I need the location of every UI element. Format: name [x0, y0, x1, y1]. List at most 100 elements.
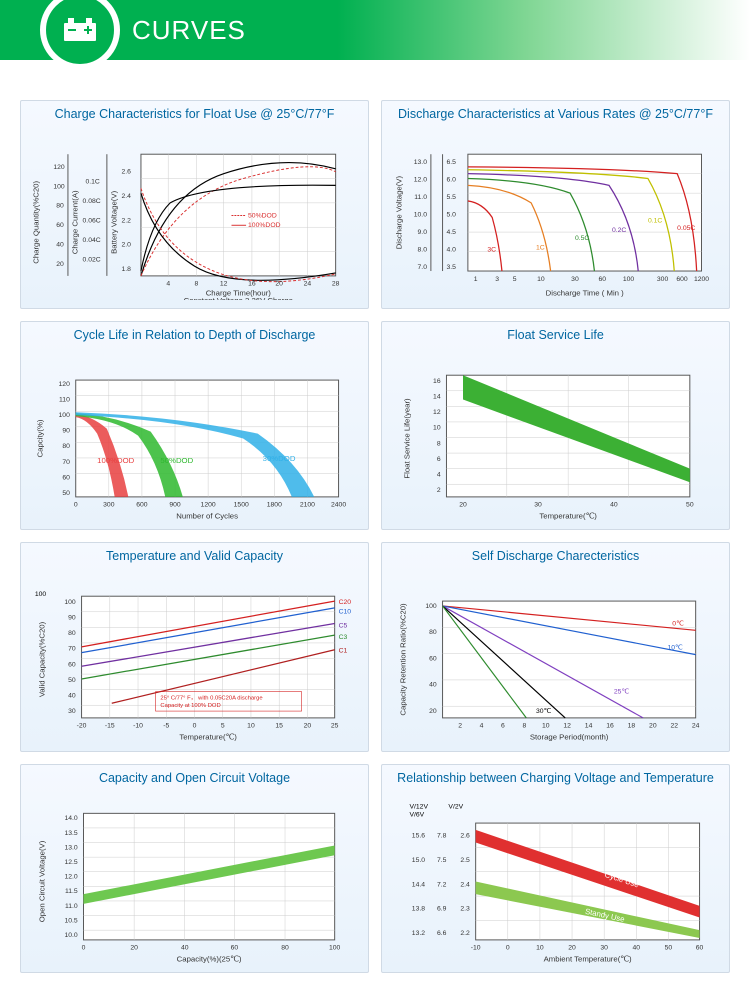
svg-text:0: 0	[506, 944, 510, 951]
svg-text:5.0: 5.0	[446, 212, 456, 219]
svg-text:4: 4	[437, 472, 441, 479]
svg-text:Float Service Life(year): Float Service Life(year)	[402, 398, 411, 479]
svg-text:24: 24	[692, 723, 700, 730]
svg-text:0.1C: 0.1C	[85, 178, 99, 185]
svg-text:7.5: 7.5	[437, 857, 447, 864]
svg-text:100: 100	[64, 599, 76, 606]
svg-text:1C: 1C	[536, 245, 545, 252]
chart-title: Self Discharge Charecteristics	[390, 549, 721, 563]
svg-text:C3: C3	[339, 635, 348, 642]
svg-text:7.2: 7.2	[437, 881, 447, 888]
svg-text:40: 40	[68, 693, 76, 700]
svg-text:0.1C: 0.1C	[648, 217, 662, 224]
svg-text:6: 6	[437, 456, 441, 463]
svg-text:0: 0	[82, 944, 86, 951]
svg-text:20: 20	[568, 944, 576, 951]
svg-text:7.0: 7.0	[418, 264, 428, 271]
svg-text:120: 120	[59, 381, 71, 388]
svg-text:6.6: 6.6	[437, 930, 447, 937]
chart-title: Float Service Life	[390, 328, 721, 342]
svg-text:900: 900	[169, 502, 181, 509]
svg-text:90: 90	[68, 615, 76, 622]
svg-text:10: 10	[247, 723, 255, 730]
svg-text:0.02C: 0.02C	[83, 256, 101, 263]
svg-text:Temperature(℃): Temperature(℃)	[179, 733, 237, 742]
svg-text:1200: 1200	[201, 502, 216, 509]
svg-text:Charge Quantity(%C20): Charge Quantity(%C20)	[32, 181, 41, 264]
chart-title: Relationship between Charging Voltage an…	[390, 771, 721, 785]
svg-text:11.5: 11.5	[65, 888, 78, 895]
svg-text:40: 40	[610, 502, 618, 509]
svg-text:30: 30	[571, 276, 579, 283]
panel-discharge-rates: Discharge Characteristics at Various Rat…	[381, 100, 730, 309]
svg-text:C20: C20	[339, 599, 352, 606]
svg-text:-10: -10	[471, 944, 481, 951]
svg-text:Battery Voltage(V): Battery Voltage(V)	[110, 190, 119, 253]
svg-text:60: 60	[429, 656, 437, 663]
svg-text:110: 110	[59, 397, 70, 404]
svg-text:10: 10	[433, 425, 441, 432]
svg-text:20: 20	[56, 261, 64, 268]
svg-text:10.0: 10.0	[414, 212, 427, 219]
svg-text:20: 20	[429, 708, 437, 715]
svg-text:8: 8	[437, 441, 441, 448]
svg-text:5.5: 5.5	[446, 194, 456, 201]
svg-text:6.0: 6.0	[446, 176, 456, 183]
svg-text:2.4: 2.4	[121, 193, 131, 200]
svg-text:2.2: 2.2	[460, 930, 470, 937]
svg-text:50: 50	[68, 677, 76, 684]
svg-text:20: 20	[649, 723, 657, 730]
svg-text:Capacity(%)(25℃): Capacity(%)(25℃)	[177, 954, 242, 963]
svg-text:14.4: 14.4	[412, 881, 425, 888]
svg-text:1800: 1800	[267, 502, 282, 509]
svg-text:4.0: 4.0	[446, 247, 456, 254]
svg-text:25℃: 25℃	[614, 689, 630, 696]
svg-text:100: 100	[59, 412, 71, 419]
svg-text:9.0: 9.0	[418, 229, 428, 236]
svg-text:Capacity Retention Ratio(%C20): Capacity Retention Ratio(%C20)	[399, 603, 408, 716]
svg-text:100%DOD: 100%DOD	[97, 456, 135, 465]
svg-text:120: 120	[53, 164, 65, 171]
svg-text:22: 22	[670, 723, 678, 730]
svg-text:80: 80	[62, 443, 70, 450]
svg-text:C1: C1	[339, 648, 348, 655]
chart-charge-float: Charge Quantity(%C20) Charge Current(A) …	[29, 125, 360, 300]
svg-text:Ambient Temperature(℃): Ambient Temperature(℃)	[544, 954, 632, 963]
svg-text:18: 18	[628, 723, 636, 730]
svg-text:40: 40	[181, 944, 189, 951]
svg-text:600: 600	[136, 502, 148, 509]
svg-text:15: 15	[275, 723, 283, 730]
svg-text:10: 10	[536, 944, 544, 951]
svg-text:60: 60	[231, 944, 239, 951]
svg-text:100: 100	[329, 944, 341, 951]
svg-text:28: 28	[332, 281, 340, 288]
svg-text:600: 600	[676, 276, 688, 283]
chart-title: Capacity and Open Circuit Voltage	[29, 771, 360, 785]
svg-text:-20: -20	[77, 723, 87, 730]
svg-text:-10: -10	[133, 723, 143, 730]
chart-cv-temp: V/12V V/6V V/2V 13.213.814.4 15.015.6 6.…	[390, 789, 721, 964]
svg-text:Capcity(%): Capcity(%)	[36, 419, 45, 457]
svg-text:V/12V: V/12V	[409, 803, 428, 810]
svg-text:0.04C: 0.04C	[83, 237, 101, 244]
panel-ocv: Capacity and Open Circuit Voltage Open C…	[20, 764, 369, 973]
svg-text:20: 20	[304, 723, 312, 730]
svg-text:12: 12	[220, 281, 228, 288]
svg-text:Temperature(℃): Temperature(℃)	[539, 512, 597, 521]
svg-text:10.0: 10.0	[64, 932, 77, 939]
svg-text:2: 2	[458, 723, 462, 730]
svg-text:90: 90	[62, 428, 70, 435]
panel-cv-temp: Relationship between Charging Voltage an…	[381, 764, 730, 973]
svg-text:C10: C10	[339, 609, 352, 616]
svg-text:3.5: 3.5	[446, 264, 456, 271]
svg-text:4: 4	[480, 723, 484, 730]
svg-text:6.9: 6.9	[437, 905, 447, 912]
svg-text:4: 4	[166, 281, 170, 288]
svg-text:2.0: 2.0	[121, 242, 131, 249]
svg-text:0.2C: 0.2C	[612, 227, 626, 234]
chart-float-service: Float Service Life(year) 246 81012 1416 …	[390, 346, 721, 521]
svg-text:300: 300	[657, 276, 669, 283]
svg-text:40: 40	[429, 682, 437, 689]
chart-cycle-life: Capcity(%) 506070 8090100 110120 100%DOD…	[29, 346, 360, 521]
svg-text:Constant Voltage 2.26V Charge: Constant Voltage 2.26V Charge	[184, 296, 293, 300]
